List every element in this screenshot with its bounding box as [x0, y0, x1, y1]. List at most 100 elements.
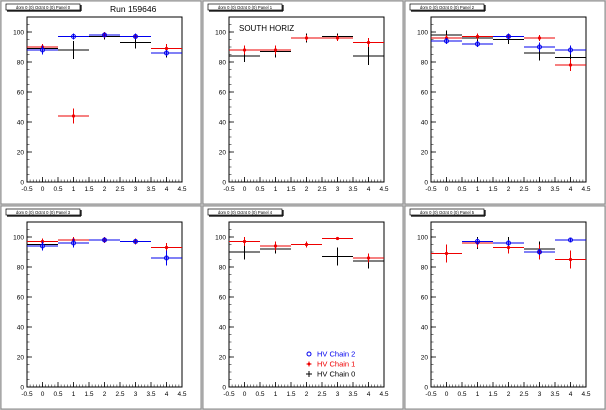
panel-title: dom 0 (0) Octnt 0 (0) Panel 2 — [420, 5, 475, 10]
y-tick-label: 60 — [421, 89, 429, 96]
plot-frame — [228, 221, 385, 388]
panel-annotation: SOUTH HORIZ — [239, 24, 294, 33]
x-tick-label: 1.5 — [84, 391, 93, 398]
y-axis: 0 20 40 60 80 100 — [417, 16, 436, 186]
data-point — [229, 237, 260, 246]
data-point — [58, 41, 89, 59]
data-point — [353, 47, 384, 65]
star-marker — [242, 239, 247, 244]
data-point — [322, 247, 353, 266]
x-tick-label: -0.5 — [21, 186, 33, 193]
x-tick-label: 4.5 — [379, 391, 388, 398]
legend-label: HV Chain 0 — [317, 370, 355, 379]
y-tick-label: 0 — [222, 179, 226, 186]
y-tick-label: 0 — [222, 384, 226, 391]
x-tick-label: 2 — [507, 391, 511, 398]
series-1 — [229, 236, 384, 263]
x-tick-label: 2.5 — [317, 391, 326, 398]
x-tick-label: 4 — [569, 391, 573, 398]
data-point — [353, 253, 384, 263]
y-tick-label: 20 — [421, 149, 429, 156]
y-tick-label: 100 — [215, 234, 226, 241]
x-tick-label: 1.5 — [286, 186, 295, 193]
x-tick-label: 0 — [41, 186, 45, 193]
open-circle-marker — [537, 249, 542, 255]
x-tick-label: -0.5 — [425, 186, 437, 193]
star-marker — [475, 34, 480, 39]
x-tick-label: 0 — [243, 186, 247, 193]
x-tick-label: 4 — [367, 391, 371, 398]
y-tick-label: 0 — [424, 384, 428, 391]
x-tick-label: -0.5 — [223, 391, 235, 398]
y-tick-label: 60 — [219, 294, 227, 301]
data-point — [58, 33, 89, 40]
y-tick-label: 100 — [417, 29, 428, 36]
x-axis: -0.5 0 0.5 1 1.5 2 2.5 3 3.5 4 4.5 — [21, 382, 187, 398]
star-marker — [71, 114, 76, 118]
star-marker — [273, 244, 278, 248]
y-tick-label: 20 — [17, 149, 25, 156]
y-tick-label: 100 — [13, 29, 24, 36]
open-circle-marker — [102, 32, 107, 38]
series-2 — [462, 237, 586, 255]
x-tick-label: 1.5 — [488, 391, 497, 398]
data-point — [27, 45, 58, 55]
series-1 — [229, 35, 384, 55]
series-2 — [431, 33, 586, 55]
open-circle-marker — [537, 44, 542, 50]
x-tick-label: 4.5 — [177, 186, 186, 193]
x-tick-label: 0 — [243, 391, 247, 398]
run-label: Run 159646 — [110, 4, 157, 14]
open-circle-marker — [164, 50, 169, 56]
y-tick-label: 40 — [219, 324, 227, 331]
x-axis: -0.5 0 0.5 1 1.5 2 2.5 3 3.5 4 4.5 — [425, 382, 591, 398]
y-tick-label: 80 — [421, 59, 429, 66]
x-tick-label: 3 — [336, 391, 340, 398]
x-tick-label: 3 — [336, 186, 340, 193]
star-marker — [366, 256, 371, 260]
data-point — [322, 236, 353, 241]
y-tick-label: 60 — [17, 294, 25, 301]
y-tick-label: 60 — [17, 89, 25, 96]
data-point — [462, 238, 493, 245]
x-tick-label: -0.5 — [223, 186, 235, 193]
x-tick-label: 4 — [569, 186, 573, 193]
title-box-frame — [207, 208, 283, 216]
x-tick-label: 4.5 — [379, 186, 388, 193]
open-circle-marker — [133, 239, 138, 244]
y-tick-label: 0 — [20, 179, 24, 186]
y-tick-label: 40 — [17, 119, 25, 126]
data-point — [58, 108, 89, 124]
y-tick-label: 20 — [219, 149, 227, 156]
data-point — [151, 250, 182, 266]
data-point — [353, 38, 384, 47]
panel-title: dom 0 (0) Octnt 0 (0) Panel 0 — [16, 5, 71, 10]
y-axis: 0 20 40 60 80 100 — [13, 16, 32, 186]
plot-frame — [26, 221, 183, 388]
star-marker — [242, 48, 247, 52]
x-tick-label: 4 — [165, 186, 169, 193]
data-point — [151, 50, 182, 56]
data-point — [462, 33, 493, 40]
y-tick-label: 100 — [215, 29, 226, 36]
x-axis: -0.5 0 0.5 1 1.5 2 2.5 3 3.5 4 4.5 — [425, 177, 591, 193]
title-box: dom 0 (0) Octnt 0 (0) Panel 4 — [207, 208, 284, 217]
legend-marker-icon — [307, 362, 311, 366]
open-circle-marker — [40, 243, 45, 249]
title-box: dom 0 (0) Octnt 0 (0) Panel 0 — [5, 3, 82, 12]
star-marker — [304, 242, 309, 247]
x-tick-label: 3.5 — [550, 186, 559, 193]
x-tick-label: 0.5 — [255, 186, 264, 193]
x-tick-label: 4 — [367, 186, 371, 193]
open-circle-marker — [102, 237, 107, 243]
x-tick-label: 1 — [476, 186, 480, 193]
title-box-frame — [207, 3, 283, 11]
y-tick-label: 40 — [421, 119, 429, 126]
y-axis: 0 20 40 60 80 100 — [215, 221, 234, 391]
x-tick-label: 2.5 — [519, 186, 528, 193]
title-box: dom 0 (0) Octnt 0 (0) Panel 5 — [409, 208, 486, 217]
star-marker — [164, 46, 169, 51]
star-marker — [366, 40, 371, 45]
data-point — [493, 33, 524, 40]
